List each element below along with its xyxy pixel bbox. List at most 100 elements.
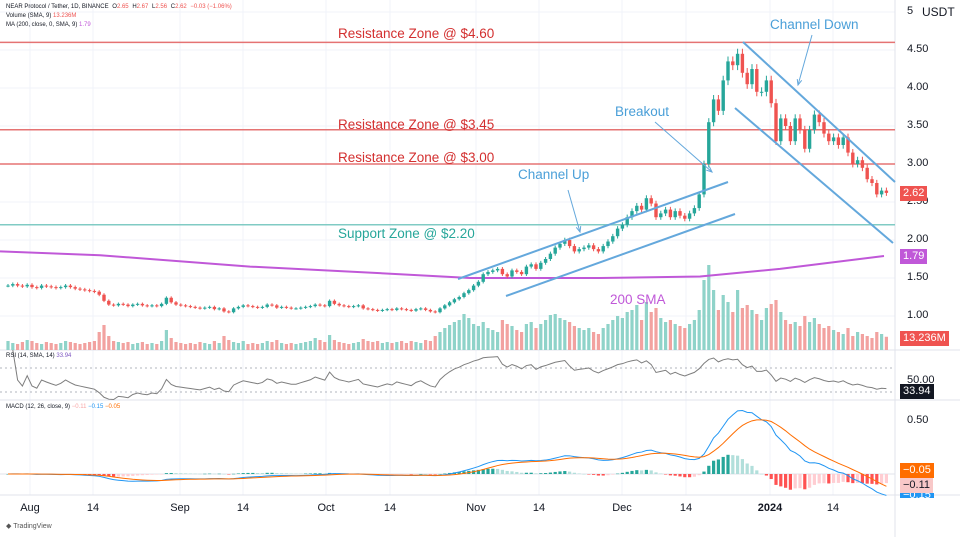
candle-body <box>20 285 25 287</box>
volume-bar <box>260 343 264 350</box>
volume-bar <box>328 335 332 350</box>
candle-body <box>543 259 548 263</box>
candle-body <box>807 129 812 149</box>
candle-body <box>179 304 183 306</box>
volume-bar <box>443 328 447 350</box>
macd-histogram-bar <box>265 472 269 474</box>
time-label: 14 <box>236 502 250 514</box>
candle-body <box>423 308 428 310</box>
volume-bar <box>174 342 178 350</box>
macd-histogram-bar <box>428 474 432 475</box>
volume-bar <box>832 330 836 350</box>
volume-bar <box>779 312 783 350</box>
candle-body <box>217 308 221 310</box>
time-label: 2024 <box>757 502 783 514</box>
candle-body <box>121 303 125 305</box>
candle-body <box>327 300 332 307</box>
volume-bar <box>668 320 672 350</box>
volume-bar <box>30 341 34 350</box>
candle-body <box>846 137 850 153</box>
macd-histogram-bar <box>779 474 783 487</box>
macd-histogram-bar <box>611 474 615 475</box>
volume-bar <box>318 340 322 350</box>
volume-bar <box>352 343 356 350</box>
volume-bar <box>342 343 346 350</box>
volume-bar <box>414 342 418 350</box>
volume-bar <box>284 344 288 350</box>
macd-histogram-bar <box>740 459 744 474</box>
macd-histogram-bar <box>400 474 404 475</box>
candle-body <box>836 137 841 145</box>
price-tick: 1.00 <box>907 309 929 321</box>
high-value: 2.67 <box>136 4 149 10</box>
volume-bar <box>241 341 245 350</box>
volume-bar <box>361 339 365 350</box>
volume-bar <box>798 326 802 350</box>
volume-bar <box>390 343 394 350</box>
volume-bar <box>568 322 572 350</box>
logo-text: TradingView <box>13 523 52 530</box>
macd-histogram-bar <box>702 471 706 474</box>
volume-bar <box>78 344 82 350</box>
currency-label[interactable]: USDT <box>922 5 955 19</box>
candle-body <box>783 118 788 126</box>
volume-bar <box>304 342 308 350</box>
candle-body <box>697 194 701 209</box>
candle-body <box>198 307 202 309</box>
volume-bar <box>596 334 600 350</box>
time-label: 14 <box>679 502 693 514</box>
candle-body <box>433 311 437 313</box>
volume-bar <box>376 341 380 350</box>
candle-body <box>342 305 346 307</box>
macd-histogram-bar <box>769 474 773 480</box>
candle-body <box>596 249 601 252</box>
volume-bar <box>294 344 298 350</box>
macd-histogram-bar <box>644 469 648 474</box>
macd-histogram-bar <box>846 474 850 483</box>
candle-body <box>788 126 793 142</box>
volume-bar <box>68 342 72 350</box>
volume-bar <box>107 336 111 350</box>
macd-signal-line <box>7 419 887 487</box>
macd-histogram-bar <box>193 473 197 475</box>
volume-bar <box>654 308 658 350</box>
candle-body <box>529 264 533 267</box>
volume-bar <box>491 330 495 350</box>
macd-histogram-bar <box>491 468 495 474</box>
candle-body <box>265 304 269 307</box>
macd-histogram-bar <box>683 474 687 478</box>
candle-body <box>443 305 447 309</box>
volume-bar <box>385 342 389 350</box>
resistance-300-label: Resistance Zone @ $3.00 <box>338 150 495 165</box>
time-label: Sep <box>170 502 190 514</box>
candle-body <box>380 309 385 311</box>
candle-body <box>39 285 44 288</box>
macd-histogram-bar <box>385 474 389 475</box>
candle-body <box>447 302 452 306</box>
ma-label: MA (200, close, 0, SMA, 9) <box>6 22 78 28</box>
volume-bar <box>808 322 812 350</box>
tradingview-logo[interactable]: ◆ TradingView <box>6 523 52 530</box>
volume-label: Volume (SMA, 9) <box>6 13 52 19</box>
time-label: 14 <box>86 502 100 514</box>
c-label: C <box>170 4 176 10</box>
candle-body <box>582 247 586 250</box>
macd-histogram-bar <box>817 474 821 484</box>
macd-histogram-bar <box>500 469 504 474</box>
volume-bar <box>35 343 39 350</box>
macd-histogram-bar <box>121 474 125 477</box>
volume-bar <box>611 320 615 350</box>
candle-body <box>505 274 509 277</box>
candle-body <box>467 290 471 294</box>
price-badge: 2.62 <box>900 186 928 201</box>
volume-bar <box>836 332 840 350</box>
volume-bar <box>500 320 504 350</box>
change-value: −0.03 (−1.06%) <box>190 4 232 10</box>
macd-histogram-bar <box>462 471 466 474</box>
candle-body <box>639 205 644 210</box>
volume-bar <box>851 336 855 350</box>
volume-bar <box>419 343 423 350</box>
macd-histogram-bar <box>188 473 192 475</box>
candle-body <box>44 285 49 287</box>
